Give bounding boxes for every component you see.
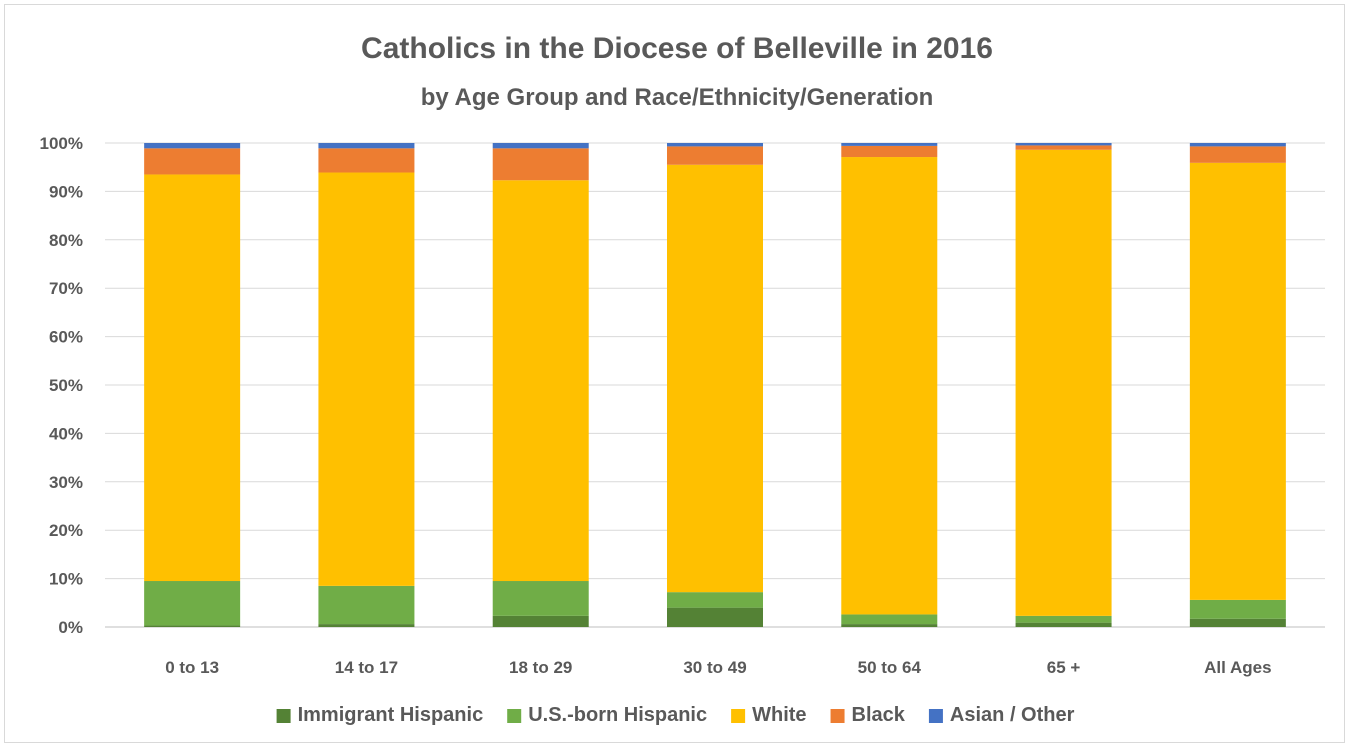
y-tick-label: 0% (58, 618, 83, 637)
legend-item-white: White (731, 704, 807, 726)
legend-swatch (830, 709, 845, 723)
bar-segment-black-18-to-29 (492, 148, 589, 181)
bar-segment-asian-other-0-to-13 (144, 143, 241, 149)
bar-segment-black-50-to-64 (841, 145, 938, 158)
bar-segment-asian-other-all-ages (1189, 143, 1286, 147)
bar-segment-black-0-to-13 (144, 148, 241, 175)
bar-segment-white-50-to-64 (841, 157, 938, 615)
legend-item-immigrant-hispanic: Immigrant Hispanic (276, 704, 484, 726)
y-axis-ticks: 0% 10% 20% 30% 40% 50% 60% 70% 80% 90% 100% (40, 134, 83, 637)
y-tick-label: 100% (40, 134, 83, 153)
x-tick-label: 14 to 17 (335, 658, 398, 677)
bar-segment-white-0-to-13 (144, 174, 241, 582)
legend-label: Immigrant Hispanic (298, 704, 484, 726)
chart-frame: Catholics in the Diocese of Belleville i… (4, 4, 1345, 743)
legend-swatch (928, 709, 943, 723)
bar-segment-u-s-born-hispanic-50-to-64 (841, 614, 938, 625)
bar-segment-white-65 (1015, 149, 1112, 616)
bar-segment-u-s-born-hispanic-all-ages (1189, 599, 1286, 619)
y-tick-label: 20% (49, 521, 83, 540)
y-tick-label: 30% (49, 473, 83, 492)
bar-segment-u-s-born-hispanic-18-to-29 (492, 581, 589, 616)
bar-segment-asian-other-30-to-49 (667, 143, 763, 147)
chart-title: Catholics in the Diocese of Belleville i… (361, 32, 993, 65)
x-tick-label: All Ages (1204, 658, 1271, 677)
bar-segment-u-s-born-hispanic-65 (1015, 615, 1112, 623)
legend-label: Asian / Other (950, 704, 1075, 726)
y-tick-label: 60% (49, 328, 83, 347)
bar-segment-black-all-ages (1189, 146, 1286, 163)
x-tick-label: 0 to 13 (165, 658, 219, 677)
x-axis-ticks: 0 to 13 14 to 17 18 to 29 30 to 49 50 to 64 6… (165, 658, 1271, 677)
legend-item-u-s-born-hispanic: U.S.-born Hispanic (507, 704, 707, 726)
bar-segment-immigrant-hispanic-65 (1015, 622, 1112, 627)
x-tick-label: 30 to 49 (683, 658, 746, 677)
chart-subtitle: by Age Group and Race/Ethnicity/Generati… (421, 84, 934, 111)
legend-item-black: Black (830, 704, 906, 726)
y-tick-label: 70% (49, 279, 83, 298)
y-tick-label: 10% (49, 570, 83, 589)
bar-segment-black-65 (1015, 145, 1112, 150)
bar-segment-white-30-to-49 (667, 164, 763, 593)
bar-segment-black-30-to-49 (667, 146, 763, 165)
legend: Immigrant Hispanic U.S.-born Hispanic Whit… (276, 704, 1075, 726)
legend-label: White (752, 704, 806, 726)
legend-swatch (731, 709, 746, 723)
x-tick-label: 18 to 29 (509, 658, 572, 677)
bar-segment-immigrant-hispanic-14-to-17 (318, 624, 415, 627)
x-tick-label: 65 + (1047, 658, 1081, 677)
legend-swatch (276, 709, 291, 723)
bar-segment-white-18-to-29 (492, 180, 589, 582)
bar-segment-immigrant-hispanic-18-to-29 (492, 615, 589, 627)
bar-segment-asian-other-65 (1015, 143, 1112, 146)
bar-segment-immigrant-hispanic-50-to-64 (841, 624, 938, 627)
legend-label: Black (852, 704, 906, 726)
x-tick-label: 50 to 64 (858, 658, 922, 677)
chart: Catholics in the Diocese of Belleville i… (40, 32, 1325, 726)
legend-swatch (507, 709, 522, 723)
legend-label: U.S.-born Hispanic (528, 704, 707, 726)
y-tick-label: 80% (49, 231, 83, 250)
bar-segment-immigrant-hispanic-all-ages (1189, 618, 1286, 627)
bar-segment-white-all-ages (1189, 162, 1286, 600)
bar-segment-immigrant-hispanic-0-to-13 (144, 625, 241, 627)
bar-segment-asian-other-14-to-17 (318, 143, 415, 149)
bar-segment-asian-other-50-to-64 (841, 143, 938, 146)
bar-segment-u-s-born-hispanic-0-to-13 (144, 581, 241, 626)
bars (144, 143, 1286, 627)
bar-segment-u-s-born-hispanic-14-to-17 (318, 585, 415, 625)
bar-segment-asian-other-18-to-29 (492, 143, 589, 149)
y-tick-label: 90% (49, 182, 83, 201)
y-tick-label: 50% (49, 376, 83, 395)
bar-segment-black-14-to-17 (318, 148, 415, 173)
bar-segment-immigrant-hispanic-30-to-49 (667, 607, 763, 627)
bar-segment-white-14-to-17 (318, 172, 415, 586)
legend-item-asian-other: Asian / Other (928, 704, 1075, 726)
bar-segment-u-s-born-hispanic-30-to-49 (667, 592, 763, 608)
y-tick-label: 40% (49, 424, 83, 443)
